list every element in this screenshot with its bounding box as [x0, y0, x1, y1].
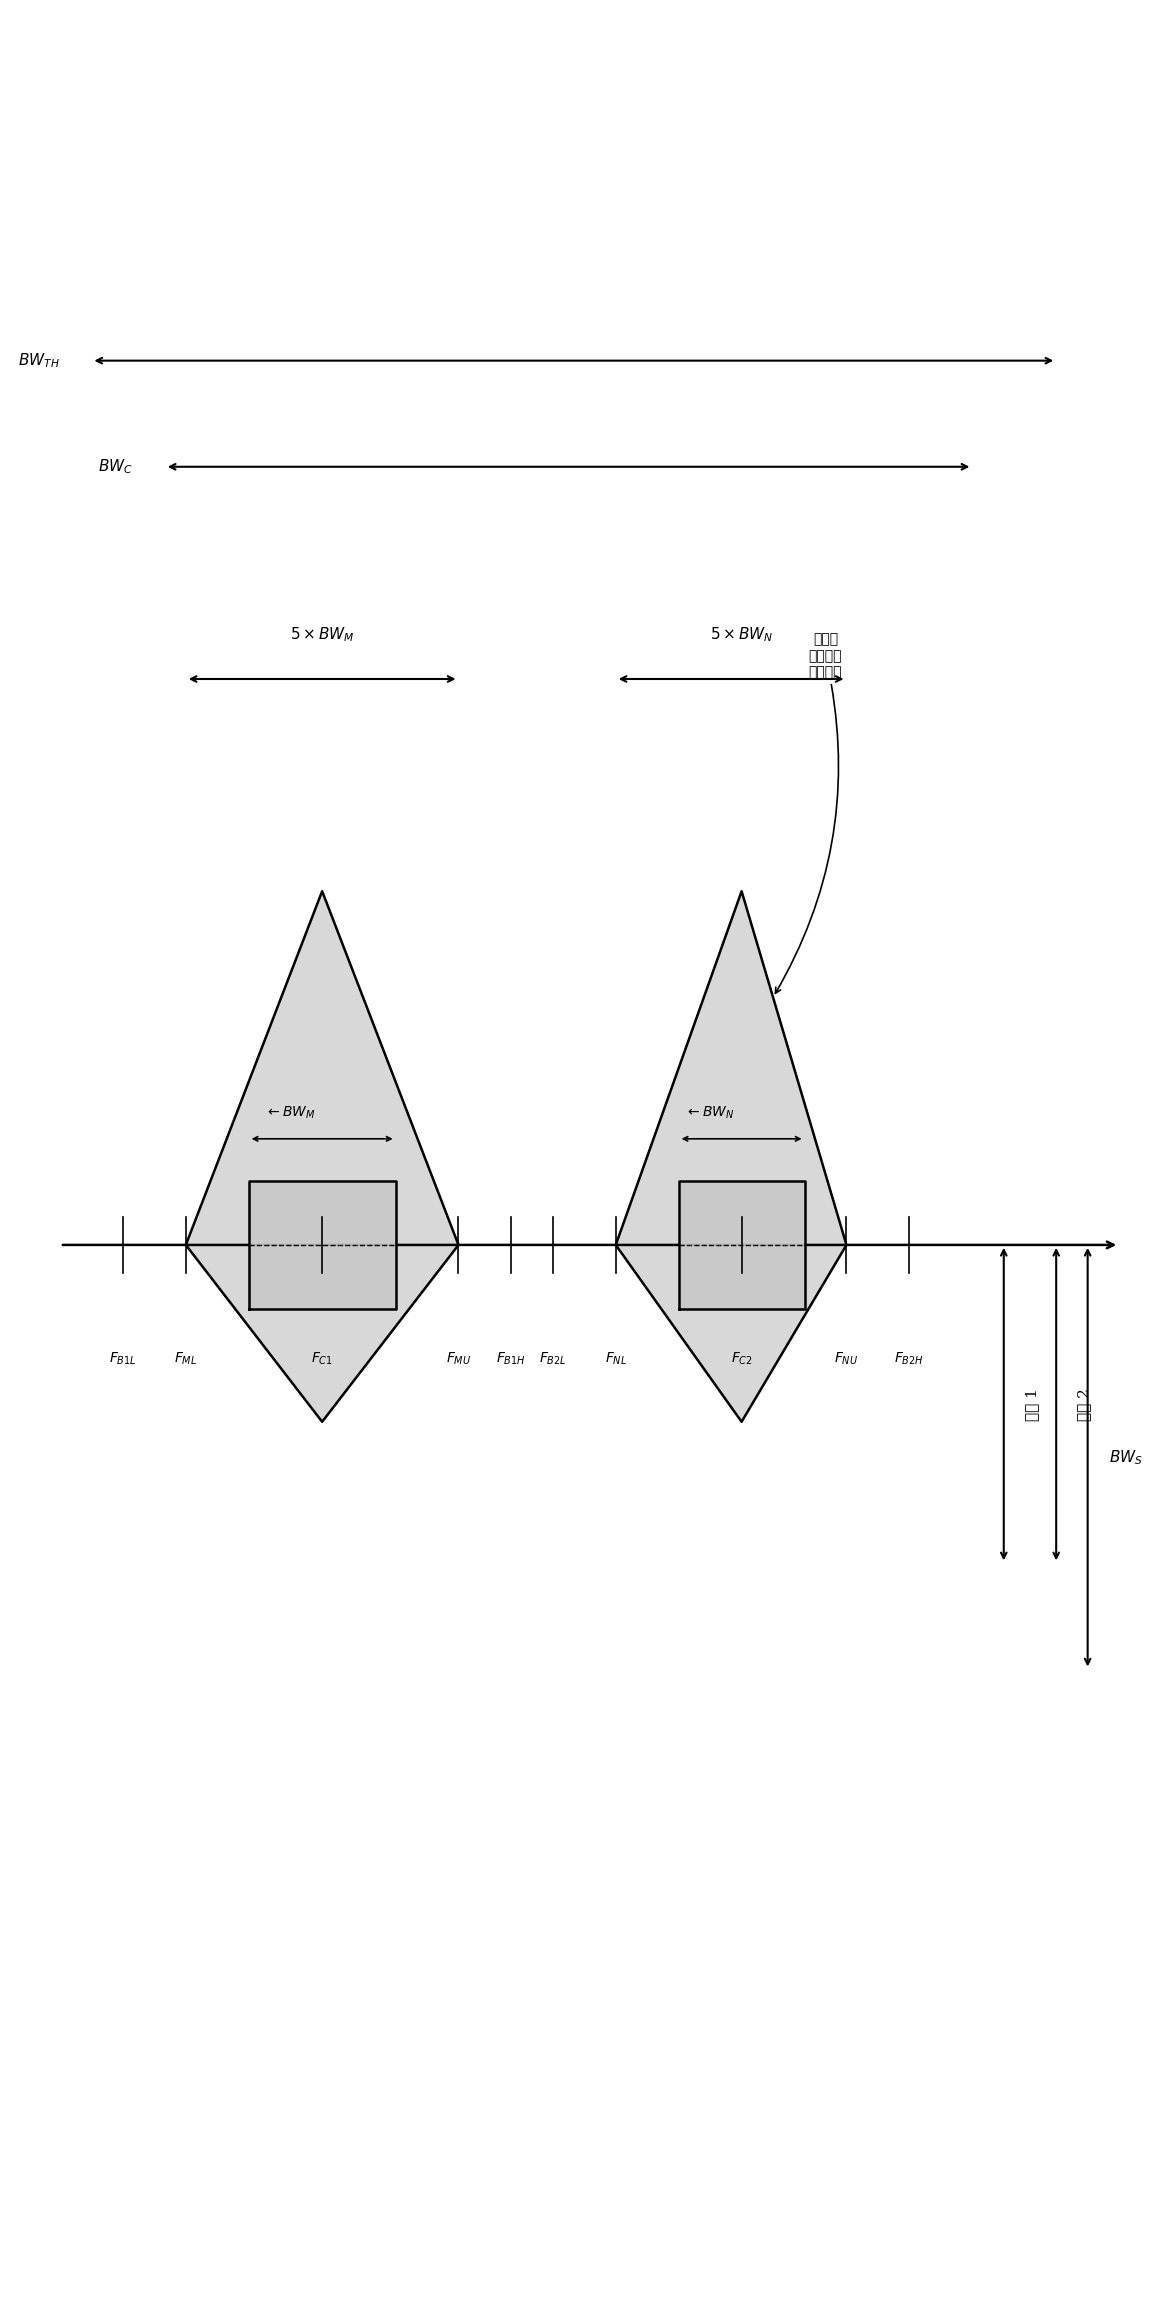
- Text: $BW_S$: $BW_S$: [1108, 1448, 1142, 1466]
- Text: $BW_{TH}$: $BW_{TH}$: [19, 352, 60, 370]
- Text: $F_{MU}$: $F_{MU}$: [446, 1351, 471, 1367]
- Text: $F_{ML}$: $F_{ML}$: [174, 1351, 197, 1367]
- Polygon shape: [616, 891, 847, 1244]
- Text: $\leftarrow BW_M$: $\leftarrow BW_M$: [265, 1106, 315, 1122]
- Text: 频带 1: 频带 1: [1024, 1388, 1038, 1420]
- Text: $F_{B1H}$: $F_{B1H}$: [496, 1351, 526, 1367]
- Polygon shape: [679, 1182, 805, 1309]
- Polygon shape: [186, 1244, 459, 1422]
- Text: $\leftarrow BW_N$: $\leftarrow BW_N$: [686, 1106, 735, 1122]
- Text: $5\times BW_M$: $5\times BW_M$: [290, 625, 355, 643]
- Text: $F_{B2H}$: $F_{B2H}$: [895, 1351, 924, 1367]
- Text: $F_{C2}$: $F_{C2}$: [731, 1351, 752, 1367]
- Text: $5\times BW_N$: $5\times BW_N$: [710, 625, 773, 643]
- Polygon shape: [616, 1244, 847, 1422]
- Text: $F_{B2L}$: $F_{B2L}$: [538, 1351, 566, 1367]
- Text: $F_{NU}$: $F_{NU}$: [834, 1351, 858, 1367]
- Text: $F_{B1L}$: $F_{B1L}$: [109, 1351, 137, 1367]
- Text: $F_{NL}$: $F_{NL}$: [605, 1351, 627, 1367]
- Polygon shape: [249, 1182, 396, 1309]
- Text: 频带 2: 频带 2: [1077, 1388, 1091, 1420]
- Text: 归因于
预失真的
带宽扩展: 归因于 预失真的 带宽扩展: [776, 631, 842, 992]
- Polygon shape: [186, 891, 459, 1244]
- Text: $F_{C1}$: $F_{C1}$: [311, 1351, 333, 1367]
- Text: $BW_C$: $BW_C$: [98, 458, 133, 476]
